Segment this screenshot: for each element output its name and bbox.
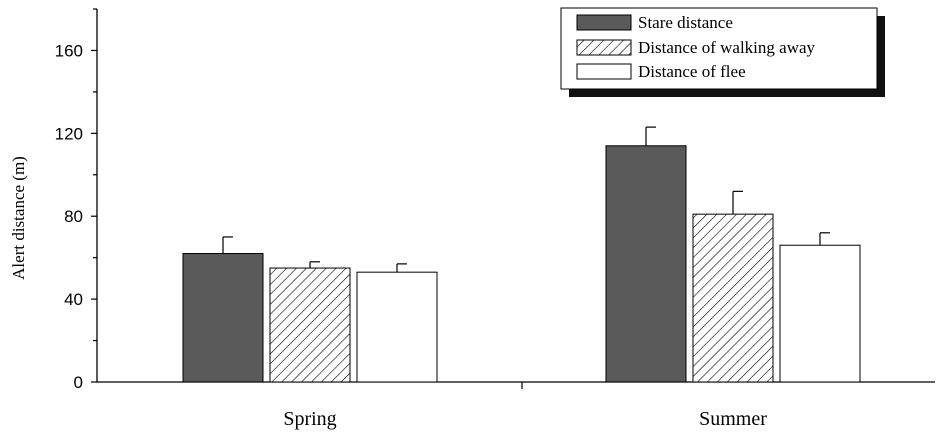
legend: Stare distance Distance of walking away … bbox=[560, 7, 885, 97]
y-tick-label: 0 bbox=[74, 373, 83, 392]
bar bbox=[182, 253, 264, 383]
legend-label-stare: Stare distance bbox=[638, 13, 733, 32]
legend-label-walking: Distance of walking away bbox=[638, 38, 816, 57]
y-tick-label: 40 bbox=[64, 290, 83, 309]
y-tick-label: 120 bbox=[55, 124, 83, 143]
bar bbox=[605, 145, 687, 383]
y-axis-title: Alert distance (m) bbox=[9, 156, 28, 280]
bar bbox=[269, 267, 351, 383]
legend-label-flee: Distance of flee bbox=[638, 62, 746, 81]
x-tick-label: Summer bbox=[699, 408, 767, 430]
bar bbox=[356, 271, 438, 383]
bar bbox=[692, 213, 774, 383]
plot-area: 0 40 80 120 160 Spring Summer bbox=[55, 8, 935, 430]
bar bbox=[779, 244, 861, 383]
legend-swatch-stare bbox=[576, 14, 632, 31]
x-tick-label: Spring bbox=[283, 408, 336, 430]
legend-swatch-walking bbox=[576, 39, 632, 56]
legend-swatch-flee bbox=[576, 63, 632, 80]
y-tick-label: 160 bbox=[55, 41, 83, 60]
y-tick-label: 80 bbox=[64, 207, 83, 226]
